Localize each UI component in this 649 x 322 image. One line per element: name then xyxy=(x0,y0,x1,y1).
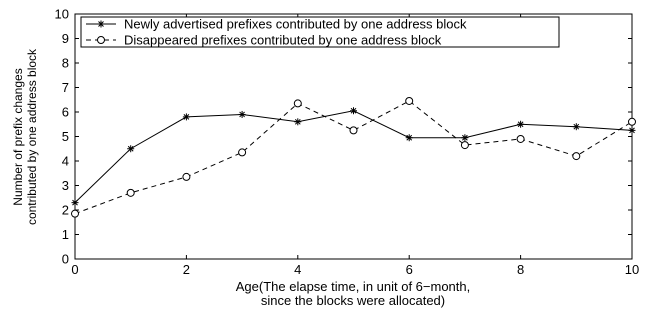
data-point-disappeared xyxy=(182,172,191,181)
data-point-disappeared xyxy=(349,126,358,135)
data-point-disappeared xyxy=(293,99,302,108)
x-tick-label: 4 xyxy=(294,262,301,277)
data-point-newly xyxy=(517,120,525,128)
data-point-disappeared xyxy=(71,209,79,218)
x-tick-label: 2 xyxy=(183,262,190,277)
y-tick-label: 9 xyxy=(62,31,69,46)
data-point-newly xyxy=(572,123,580,131)
y-tick-label: 10 xyxy=(55,7,69,22)
data-point-disappeared xyxy=(238,148,247,157)
data-point-newly xyxy=(71,199,79,207)
data-point-disappeared xyxy=(628,117,636,126)
data-point-disappeared xyxy=(460,141,469,150)
y-tick-label: 4 xyxy=(62,154,69,169)
x-axis-label-line-1: Age(The elapse time, in unit of 6−month, xyxy=(236,279,471,294)
data-point-newly xyxy=(294,118,302,126)
x-tick-label: 8 xyxy=(517,262,524,277)
y-tick-label: 8 xyxy=(62,56,69,71)
legend-marker-disappeared xyxy=(97,36,105,44)
y-axis-label: Number of prefix changes contributed by … xyxy=(11,48,39,225)
data-point-disappeared xyxy=(516,134,525,143)
legend: Newly advertised prefixes contributed by… xyxy=(80,16,560,48)
y-tick-label: 6 xyxy=(62,105,69,120)
data-point-disappeared xyxy=(572,152,581,161)
plot-frame xyxy=(74,13,633,260)
x-tick-label: 6 xyxy=(406,262,413,277)
legend-marker-newly xyxy=(97,20,105,28)
data-point-newly xyxy=(461,134,469,142)
data-point-disappeared xyxy=(405,96,414,105)
y-tick-label: 0 xyxy=(62,252,69,267)
y-tick-label: 7 xyxy=(62,80,69,95)
y-axis-label-line-2: contributed by one address block xyxy=(25,48,39,225)
legend-box xyxy=(80,16,560,48)
data-point-newly xyxy=(238,110,246,118)
legend-label-disappeared: Disappeared prefixes contributed by one … xyxy=(124,33,442,48)
y-axis-label-line-1: Number of prefix changes xyxy=(11,68,25,205)
x-tick-label: 0 xyxy=(71,262,78,277)
data-point-newly xyxy=(127,145,135,153)
legend-label-newly: Newly advertised prefixes contributed by… xyxy=(124,17,467,32)
y-tick-label: 3 xyxy=(62,178,69,193)
data-point-newly xyxy=(350,107,357,115)
axis-ticks: 0 1 2 3 4 5 6 7 8 9 10 0 2 4 6 8 10 xyxy=(55,7,640,278)
x-tick-label: 10 xyxy=(625,262,639,277)
series-line-disappeared xyxy=(74,100,633,215)
y-tick-label: 2 xyxy=(62,203,69,218)
series-group xyxy=(71,96,636,218)
y-tick-label: 1 xyxy=(62,227,69,242)
y-tick-label: 5 xyxy=(62,129,69,144)
data-point-disappeared xyxy=(126,188,135,197)
x-axis-label-line-2: since the blocks were allocated) xyxy=(261,293,445,308)
data-point-newly xyxy=(628,126,636,134)
data-point-newly xyxy=(182,113,190,121)
series-line-newly xyxy=(74,110,633,204)
data-point-newly xyxy=(405,134,413,142)
